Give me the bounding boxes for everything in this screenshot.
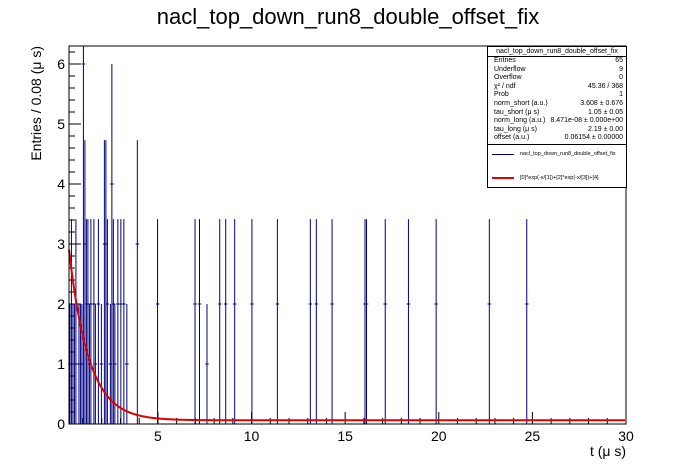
stats-row-label: Entries bbox=[494, 57, 516, 64]
histogram-bin bbox=[383, 219, 387, 424]
x-tick-label: 5 bbox=[154, 428, 162, 444]
y-axis-label: Entries / 0.08 (μ s) bbox=[28, 46, 44, 161]
histogram-bin bbox=[223, 219, 228, 424]
stats-row-label: Prob bbox=[494, 91, 509, 99]
stats-row-label: norm_long (a.u.) bbox=[494, 117, 546, 125]
histogram-bin bbox=[155, 219, 160, 424]
stats-row-label: Underflow bbox=[494, 65, 526, 73]
stats-header: nacl_top_down_run8_double_offset_fix bbox=[488, 47, 626, 57]
histogram-bin bbox=[110, 64, 114, 424]
legend-item-histogram: nacl_top_down_run8_double_offset_fix bbox=[488, 148, 626, 160]
plot-frame bbox=[68, 45, 627, 425]
histogram-bin bbox=[99, 304, 104, 424]
stats-row: tau_long (μ s) 2.19 ± 0.00 bbox=[488, 126, 626, 135]
stats-row: offset (a.u.) 0.06154 ± 0.00000 bbox=[488, 134, 626, 143]
y-tick-label: 1 bbox=[57, 356, 65, 372]
histogram-bin bbox=[105, 219, 110, 424]
stats-row-label: χ² / ndf bbox=[494, 82, 516, 90]
legend-swatch-fit bbox=[492, 177, 514, 179]
stats-row-label: tau_short (μ s) bbox=[494, 108, 540, 116]
legend-label-histogram: nacl_top_down_run8_double_offset_fix bbox=[520, 151, 616, 157]
y-tick-label: 5 bbox=[57, 116, 65, 132]
stats-row: χ² / ndf 45.36 / 368 bbox=[488, 83, 626, 92]
histogram-bin bbox=[116, 219, 120, 424]
y-tick-label: 4 bbox=[57, 176, 65, 192]
histogram-bin bbox=[406, 219, 411, 424]
legend-label-fit: [0]*exp(-x/[1])+[2]*exp(-x/[3])+[4] bbox=[520, 175, 599, 181]
histogram-bin bbox=[487, 219, 492, 424]
x-tick-label: 25 bbox=[525, 428, 541, 444]
x-tick-label: 15 bbox=[337, 428, 353, 444]
y-tick-label: 3 bbox=[57, 236, 65, 252]
histogram-bin bbox=[93, 304, 98, 424]
histogram-bin bbox=[197, 219, 202, 424]
stats-row: Entries 65 bbox=[488, 57, 626, 66]
stats-box: nacl_top_down_run8_double_offset_fix Ent… bbox=[487, 46, 627, 146]
x-tick-label: 20 bbox=[431, 428, 447, 444]
legend-swatch-histogram bbox=[492, 153, 514, 155]
fit-curve bbox=[68, 249, 626, 422]
histogram-bin bbox=[205, 304, 209, 424]
stats-row-value: 1.05 ± 0.05 bbox=[588, 108, 623, 116]
x-axis-label: t (μ s) bbox=[590, 443, 626, 459]
histogram-bin bbox=[119, 219, 123, 424]
stats-row: Prob 1 bbox=[488, 91, 626, 100]
stats-row-label: Overflow bbox=[494, 74, 522, 82]
stats-row: norm_short (a.u.) 3.608 ± 0.676 bbox=[488, 100, 626, 109]
y-tick-label: 6 bbox=[57, 56, 65, 72]
x-tick-label: 10 bbox=[244, 428, 260, 444]
stats-row-value: 3.608 ± 0.676 bbox=[580, 99, 623, 107]
legend: nacl_top_down_run8_double_offset_fix [0]… bbox=[487, 144, 627, 188]
stats-row: Underflow 9 bbox=[488, 66, 626, 75]
histogram-bin bbox=[135, 140, 140, 424]
histogram-bin bbox=[525, 219, 529, 424]
stats-row-label: norm_short (a.u.) bbox=[494, 99, 548, 107]
histogram-bin bbox=[217, 219, 222, 424]
histogram-bin bbox=[125, 304, 129, 424]
chart-title: nacl_top_down_run8_double_offset_fix bbox=[156, 4, 540, 29]
histogram-bin bbox=[89, 219, 93, 424]
stats-row-value: 45.36 / 368 bbox=[587, 82, 623, 90]
stats-row-value: 1 bbox=[619, 91, 623, 99]
histogram-bin bbox=[364, 219, 369, 424]
histogram-bin bbox=[96, 219, 101, 424]
histogram-bin bbox=[81, 46, 86, 424]
histogram-bin bbox=[275, 219, 280, 424]
legend-item-fit: [0]*exp(-x/[1])+[2]*exp(-x/[3])+[4] bbox=[488, 172, 626, 184]
histogram-bin bbox=[308, 219, 313, 424]
stats-row-label: offset (a.u.) bbox=[494, 134, 530, 142]
y-tick-label: 2 bbox=[57, 296, 65, 312]
histogram-bin bbox=[330, 219, 334, 424]
stats-row-value: 2.19 ± 0.00 bbox=[588, 125, 623, 133]
histogram-bin bbox=[122, 219, 126, 424]
histogram-bins bbox=[68, 46, 529, 424]
stats-row-value: 0 bbox=[619, 74, 623, 82]
histogram-bin bbox=[232, 219, 237, 424]
stats-row: Overflow 0 bbox=[488, 74, 626, 83]
x-tick-label: 30 bbox=[618, 428, 634, 444]
histogram-bin bbox=[250, 219, 254, 424]
stats-row-label: tau_long (μ s) bbox=[494, 125, 537, 133]
histogram-bin bbox=[314, 219, 319, 424]
y-tick-label: 0 bbox=[57, 416, 65, 432]
histogram-bin bbox=[434, 219, 438, 424]
stats-row: norm_long (a.u.) 8.471e-08 ± 0.000e+00 bbox=[488, 117, 626, 126]
histogram-bin bbox=[193, 219, 197, 424]
stats-row-value: 65 bbox=[615, 57, 623, 64]
stats-row-value: 8.471e-08 ± 0.000e+00 bbox=[550, 117, 623, 125]
stats-row-value: 9 bbox=[619, 65, 623, 73]
stats-row-value: 0.06154 ± 0.00000 bbox=[564, 134, 623, 142]
stats-row: tau_short (μ s) 1.05 ± 0.05 bbox=[488, 109, 626, 118]
